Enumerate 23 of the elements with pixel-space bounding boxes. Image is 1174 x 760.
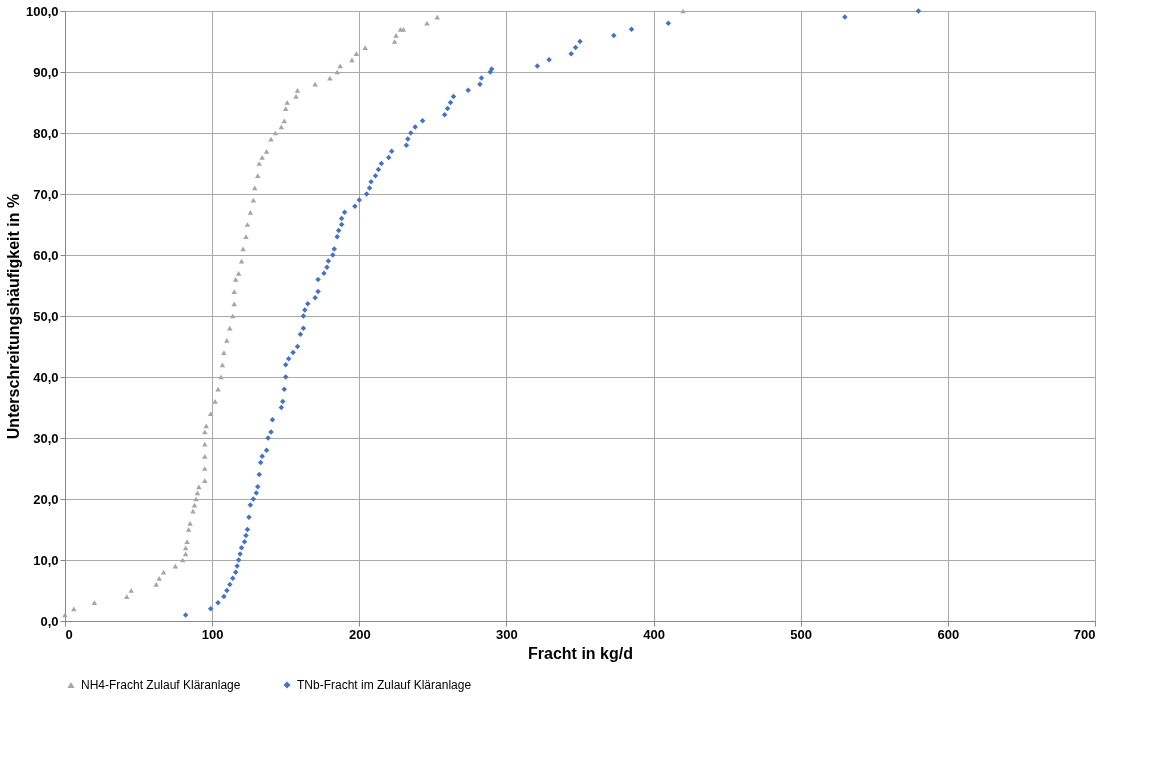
y-tick-label: 60,0 [33,247,59,263]
x-axis-title: Fracht in kg/d [528,644,633,662]
y-axis-title: Unterschreitungshäufigkeit in % [4,193,22,440]
y-tick-label: 70,0 [33,186,59,202]
x-tick-label: 600 [937,626,960,642]
legend-label: NH4-Fracht Zulauf Kläranlage [81,678,241,692]
y-tick-label: 80,0 [33,125,59,141]
x-tick-label: 300 [496,626,518,642]
x-tick-label: 100 [201,626,224,642]
x-tick-label: 0 [65,626,73,642]
x-tick-label: 700 [1073,626,1096,642]
y-tick-label: 90,0 [33,64,59,80]
y-tick-label: 10,0 [33,552,59,568]
x-tick-label: 200 [348,626,371,642]
y-tick-label: 40,0 [33,369,59,385]
legend-label: TNb-Fracht im Zulauf Kläranlage [297,678,472,692]
y-tick-label: 30,0 [33,430,59,446]
x-tick-label: 400 [643,626,665,642]
y-tick-label: 100,0 [25,3,59,19]
x-tick-label: 500 [790,626,813,642]
y-tick-label: 50,0 [33,308,59,324]
y-tick-label: 0,0 [40,613,59,629]
y-tick-label: 20,0 [33,491,59,507]
